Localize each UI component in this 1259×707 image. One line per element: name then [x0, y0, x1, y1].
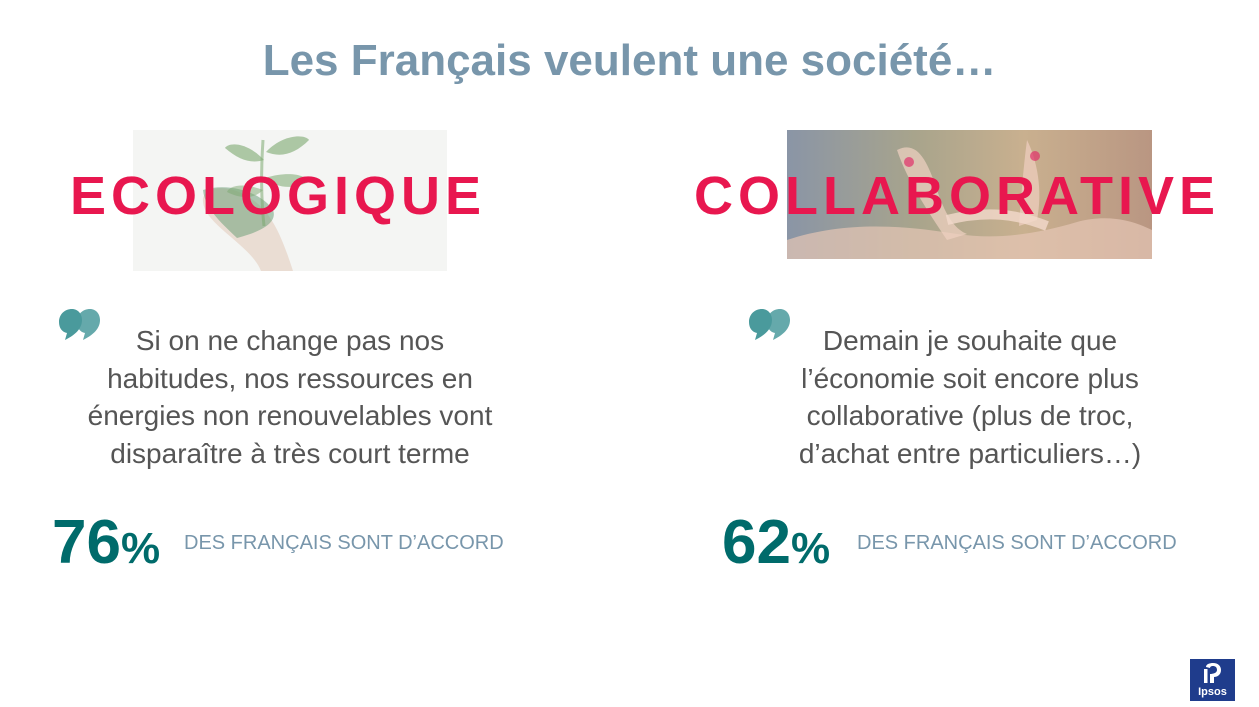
quote-ecologique: Si on ne change pas nos habitudes, nos r…	[40, 322, 540, 472]
stat-caption: DES FRANÇAIS SONT D’ACCORD	[184, 532, 504, 554]
stat-value: 62	[722, 508, 791, 577]
slide-title: Les Français veulent une société…	[262, 36, 997, 85]
joined-hands-photo	[787, 130, 1152, 259]
stat-caption: DES FRANÇAIS SONT D’ACCORD	[857, 532, 1177, 554]
keyword-ecologique: ECOLOGIQUE	[70, 166, 487, 226]
stat-collaborative: 62%	[722, 507, 830, 585]
quote-mark-icon	[57, 308, 101, 347]
quote-line: habitudes, nos ressources en	[107, 362, 473, 394]
stat-ecologique: 76%	[52, 507, 160, 585]
stat-unit: %	[790, 524, 831, 573]
ipsos-logo: Ipsos	[1190, 659, 1235, 701]
quote-line: l’économie soit encore plus	[801, 362, 1139, 394]
stat-value: 76	[52, 508, 121, 577]
quote-line: collaborative (plus de troc,	[806, 400, 1134, 431]
quote-line: disparaître à très court terme	[110, 437, 470, 469]
stat-unit: %	[120, 524, 161, 573]
quote-line: d’achat entre particuliers…)	[798, 437, 1142, 469]
logo-text: Ipsos	[1198, 686, 1227, 698]
quote-collaborative: Demain je souhaite que l’économie soit e…	[740, 322, 1200, 472]
keyword-collaborative: COLLABORATIVE	[694, 166, 1220, 226]
quote-line: Demain je souhaite que	[822, 325, 1118, 356]
quote-line: énergies non renouvelables vont	[87, 400, 493, 431]
plant-in-hand-photo	[133, 130, 447, 271]
quote-line: Si on ne change pas nos	[135, 325, 445, 356]
ipsos-logo-mark-icon	[1204, 663, 1221, 683]
quote-mark-icon	[747, 308, 791, 347]
